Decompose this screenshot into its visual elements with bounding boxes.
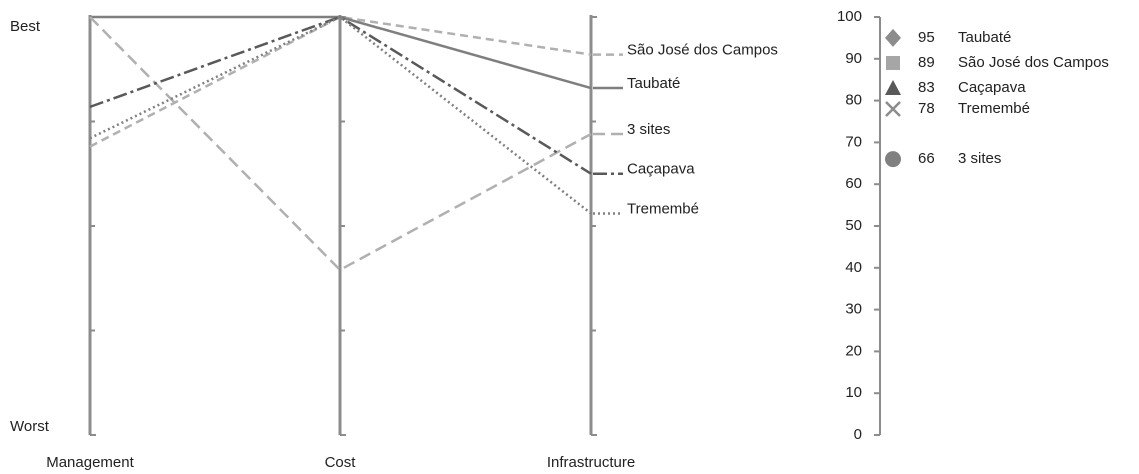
value-label: 83	[918, 79, 935, 96]
marker	[886, 55, 900, 70]
series-label: Tremembé	[627, 200, 699, 217]
y-tick-label: 70	[845, 133, 862, 150]
marker	[885, 151, 901, 168]
axis-label: Management	[46, 454, 134, 471]
point-name: São José dos Campos	[958, 54, 1109, 71]
value-label: 95	[918, 29, 935, 46]
marker	[885, 28, 901, 47]
y-tick-label: 0	[854, 426, 862, 443]
series-label: Taubaté	[627, 75, 680, 92]
series-line	[89, 16, 592, 272]
axis-label: Infrastructure	[547, 454, 635, 471]
y-tick-label: 60	[845, 175, 862, 192]
marker	[885, 101, 901, 117]
point-name: Taubaté	[958, 29, 1011, 46]
value-label: 66	[918, 150, 935, 167]
series-line	[90, 15, 592, 90]
point-name: Caçapava	[958, 79, 1026, 96]
series-label: 3 sites	[627, 121, 670, 138]
y-tick-label: Best	[10, 18, 41, 35]
series-line	[89, 15, 592, 148]
y-tick-label: 20	[845, 342, 862, 359]
value-label: 78	[918, 100, 935, 117]
point-name: 3 sites	[958, 150, 1001, 167]
y-tick-label: 90	[845, 50, 862, 67]
series-line	[89, 15, 592, 215]
y-tick-label: 10	[845, 384, 862, 401]
y-tick-label: 80	[845, 92, 862, 109]
series-line	[89, 15, 592, 175]
value-label: 89	[918, 54, 935, 71]
y-tick-label: 40	[845, 259, 862, 276]
series-label: São José dos Campos	[627, 42, 778, 59]
marker	[885, 80, 901, 96]
y-tick-label: 30	[845, 301, 862, 318]
point-name: Tremembé	[958, 100, 1030, 117]
y-tick-label: 50	[845, 217, 862, 234]
y-tick-label: 100	[837, 8, 862, 25]
axis-label: Cost	[325, 454, 357, 471]
y-tick-label: Worst	[10, 418, 50, 435]
series-label: Caçapava	[627, 161, 695, 178]
